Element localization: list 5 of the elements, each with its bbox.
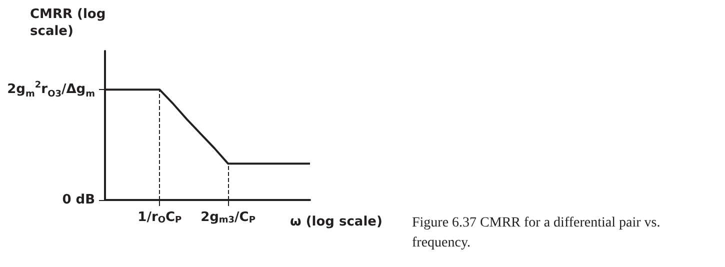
text: 2g$_{m}$$^{2}$r$_{O3}$/Δg$_{m}$ (7, 80, 95, 100)
x-axis-title: ω (log scale) (290, 214, 382, 230)
text: 0 dB (62, 192, 95, 208)
caption: Figure 6.37 CMRR for a differential pair vs. frequency. (412, 216, 664, 250)
y-axis-title: CMRR (log scale) (30, 7, 110, 39)
